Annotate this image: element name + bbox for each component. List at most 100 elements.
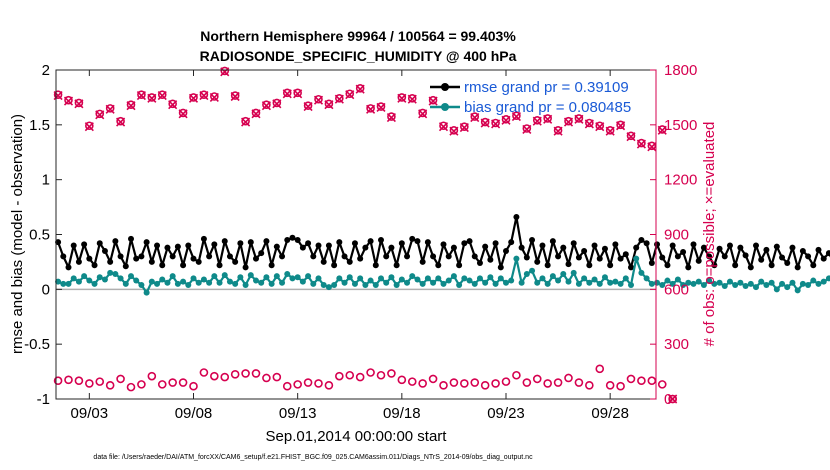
obs-possible-point bbox=[262, 100, 271, 110]
bias-point bbox=[508, 277, 515, 284]
obs-possible-point bbox=[95, 109, 105, 119]
rmse-point bbox=[445, 253, 452, 260]
rmse-point bbox=[555, 253, 562, 260]
obs-evaluated-point bbox=[553, 126, 563, 136]
bias-point bbox=[612, 278, 619, 285]
obs-evaluated-point bbox=[188, 93, 199, 103]
bias-point bbox=[784, 284, 791, 291]
bias-point bbox=[779, 280, 786, 287]
obs-evaluated-point bbox=[241, 117, 251, 127]
obs-evaluated-stroke bbox=[116, 117, 126, 127]
bias-point bbox=[81, 273, 88, 280]
rmse-point bbox=[726, 242, 733, 249]
obs-evaluated-stroke bbox=[230, 91, 240, 102]
rmse-point bbox=[341, 253, 348, 260]
obs-possible-point bbox=[293, 88, 302, 98]
bias-point bbox=[805, 281, 812, 288]
obs-possible-point bbox=[522, 378, 532, 387]
bias-point bbox=[216, 279, 223, 286]
rmse-point bbox=[148, 258, 155, 265]
bias-point bbox=[60, 280, 67, 287]
bias-point bbox=[200, 276, 207, 283]
obs-evaluated-stroke bbox=[105, 104, 115, 114]
rmse-point bbox=[503, 247, 509, 254]
obs-evaluated-point bbox=[324, 100, 334, 110]
bias-point bbox=[747, 280, 754, 287]
obs-evaluated-stroke bbox=[126, 101, 136, 111]
obs-evaluated-stroke bbox=[449, 126, 459, 136]
obs-possible-point bbox=[168, 99, 177, 109]
bias-point bbox=[497, 275, 504, 282]
bias-point bbox=[70, 275, 77, 282]
bias-point bbox=[65, 280, 72, 287]
bias-point bbox=[700, 281, 707, 288]
bias-point bbox=[86, 277, 93, 284]
obs-evaluated-stroke bbox=[647, 142, 657, 152]
obs-evaluated-point bbox=[366, 104, 376, 114]
rmse-point bbox=[779, 254, 786, 261]
rmse-point bbox=[200, 235, 207, 242]
obs-evaluated-point bbox=[136, 91, 146, 101]
rmse-point bbox=[242, 264, 249, 271]
rmse-point bbox=[133, 255, 140, 262]
obs-evaluated-point bbox=[345, 90, 355, 100]
obs-possible-point bbox=[449, 378, 459, 387]
obs-possible-point bbox=[324, 99, 334, 109]
bias-point bbox=[794, 287, 801, 294]
bias-point bbox=[456, 281, 463, 288]
bias-point bbox=[112, 270, 119, 277]
obs-evaluated-stroke bbox=[501, 115, 511, 125]
rmse-point bbox=[622, 251, 629, 258]
obs-possible-point bbox=[564, 373, 573, 383]
rmse-point bbox=[190, 255, 197, 262]
bias-point bbox=[638, 269, 645, 276]
obs-evaluated-stroke bbox=[407, 94, 417, 104]
obs-evaluated-point bbox=[272, 99, 282, 109]
obs-evaluated-point bbox=[636, 139, 646, 149]
obs-possible-point bbox=[85, 121, 94, 131]
bias-point bbox=[799, 280, 806, 287]
rmse-point bbox=[357, 255, 364, 262]
obs-possible-point bbox=[272, 372, 282, 382]
obs-possible-point bbox=[220, 372, 230, 382]
left-tick-label: 0.5 bbox=[29, 227, 50, 244]
x-tick-label: 09/03 bbox=[71, 405, 109, 422]
obs-evaluated-stroke bbox=[168, 100, 178, 110]
rmse-point bbox=[86, 255, 93, 262]
obs-possible-point bbox=[449, 126, 459, 135]
obs-possible-point bbox=[543, 379, 552, 388]
rmse-point bbox=[75, 258, 82, 265]
rmse-point bbox=[305, 240, 312, 247]
rmse-point bbox=[206, 253, 213, 260]
rmse-point bbox=[466, 238, 473, 245]
rmse-point bbox=[398, 240, 405, 247]
bias-point bbox=[565, 278, 572, 285]
bias-point bbox=[419, 280, 426, 287]
obs-evaluated-stroke bbox=[95, 110, 105, 120]
obs-evaluated-point bbox=[438, 122, 449, 132]
bias-point bbox=[440, 280, 447, 287]
obs-possible-point bbox=[532, 374, 542, 384]
rmse-point bbox=[294, 236, 301, 243]
rmse-point bbox=[747, 264, 754, 271]
rmse-point bbox=[680, 249, 687, 256]
obs-evaluated-point bbox=[647, 142, 657, 152]
series-lines bbox=[55, 213, 830, 296]
obs-evaluated-point bbox=[209, 92, 219, 102]
x-axis-ticks: 09/03 09/08 09/13 09/18 09/23 09/28 bbox=[71, 70, 629, 422]
obs-evaluated-stroke bbox=[293, 89, 303, 99]
bias-point bbox=[383, 279, 390, 286]
bias-point bbox=[122, 280, 129, 287]
obs-possible-point bbox=[647, 376, 657, 386]
bias-point bbox=[409, 273, 416, 280]
bias-point bbox=[690, 280, 697, 287]
obs-possible-point bbox=[616, 120, 625, 130]
rmse-point bbox=[711, 262, 718, 269]
obs-evaluated-point bbox=[574, 114, 584, 124]
obs-evaluated-stroke bbox=[324, 100, 334, 110]
bias-point bbox=[398, 276, 405, 283]
bias-point bbox=[284, 270, 291, 277]
obs-possible-point bbox=[230, 91, 240, 100]
rmse-point bbox=[742, 252, 749, 259]
bias-point bbox=[393, 281, 400, 288]
